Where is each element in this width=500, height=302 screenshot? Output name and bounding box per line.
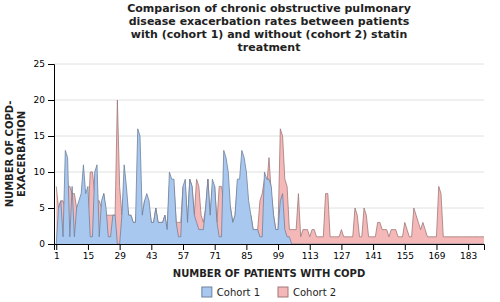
- y-tick-label: 10: [34, 167, 46, 177]
- legend-label: Cohort 2: [293, 287, 336, 298]
- legend-swatch: [202, 287, 212, 297]
- x-tick-mark: [341, 244, 342, 250]
- x-tick-label: 71: [209, 251, 220, 261]
- x-tick: 71: [209, 244, 220, 261]
- x-tick-label: 29: [114, 251, 126, 261]
- y-tick-mark: [48, 208, 54, 209]
- x-tick-mark: [278, 244, 279, 250]
- grid-line: [54, 64, 484, 65]
- x-tick-label: 113: [302, 251, 319, 261]
- x-tick-label: 155: [397, 251, 414, 261]
- x-tick: 169: [428, 244, 445, 261]
- x-tick-mark: [436, 244, 437, 250]
- x-tick: 85: [241, 244, 252, 261]
- y-tick-mark: [48, 136, 54, 137]
- x-tick: 155: [397, 244, 414, 261]
- legend: Cohort 1 Cohort 2: [202, 287, 336, 298]
- legend-label: Cohort 1: [217, 287, 260, 298]
- x-tick-label: 43: [146, 251, 157, 261]
- y-axis-title: NUMBER OF COPD-EXACERBATION: [4, 101, 27, 208]
- x-tick-mark: [246, 244, 247, 250]
- x-tick: 113: [302, 244, 319, 261]
- y-tick-label: 5: [39, 203, 45, 213]
- x-tick-mark: [151, 244, 152, 250]
- x-tick-mark: [120, 244, 121, 250]
- y-tick-label: 0: [39, 239, 45, 249]
- x-tick-mark: [215, 244, 216, 250]
- y-tick-label: 20: [34, 95, 46, 105]
- x-tick-label: 57: [178, 251, 189, 261]
- chart: 1 15 29 43 57 71 85 99 113 127 141 155 169 183 0 5 10 15 2…: [0, 0, 500, 302]
- x-tick-mark: [183, 244, 184, 250]
- title: Comparison of chronic obstructive pulmon…: [127, 2, 411, 54]
- y-tick-mark: [48, 244, 54, 245]
- x-axis: 1 15 29 43 57 71 85 99 113 127 141 155 169 183: [54, 244, 485, 261]
- x-tick-mark: [56, 244, 57, 250]
- x-tick-label: 99: [273, 251, 285, 261]
- y-tick: 10: [34, 167, 54, 177]
- area-edge: [56, 129, 484, 244]
- legend-item: Cohort 1: [202, 287, 260, 298]
- x-tick-label: 141: [365, 251, 382, 261]
- x-tick-mark: [373, 244, 374, 250]
- x-tick: 183: [460, 244, 477, 261]
- x-tick: 127: [333, 244, 350, 261]
- plot-area: [56, 100, 484, 244]
- x-tick: 15: [83, 244, 94, 261]
- y-axis-line: [48, 65, 55, 245]
- x-tick-label: 85: [241, 251, 252, 261]
- x-tick-mark: [310, 244, 311, 250]
- area: [56, 129, 484, 244]
- x-tick: 99: [273, 244, 285, 261]
- y-tick-label: 25: [34, 59, 45, 69]
- series: [56, 129, 484, 244]
- x-tick-label: 183: [460, 251, 477, 261]
- x-tick-label: 1: [54, 251, 60, 261]
- grid: [54, 64, 484, 244]
- x-tick: 57: [178, 244, 189, 261]
- legend-item: Cohort 2: [278, 287, 336, 298]
- area: [56, 100, 484, 244]
- y-tick: 5: [39, 203, 54, 213]
- x-tick: 43: [146, 244, 157, 261]
- y-tick: 25: [34, 59, 54, 69]
- x-tick-mark: [405, 244, 406, 250]
- x-tick-label: 15: [83, 251, 94, 261]
- y-tick-label: 15: [34, 131, 45, 141]
- legend-swatch: [278, 287, 288, 297]
- y-tick: 15: [34, 131, 54, 141]
- series: [56, 100, 484, 244]
- x-axis-title: NUMBER OF PATIENTS WITH COPD: [173, 268, 365, 279]
- y-tick-mark: [48, 172, 54, 173]
- x-tick: 29: [114, 244, 126, 261]
- x-tick-mark: [88, 244, 89, 250]
- y-tick: 20: [34, 95, 54, 105]
- x-axis-line: [55, 245, 485, 251]
- y-tick: 0: [39, 239, 54, 249]
- x-tick-label: 127: [333, 251, 350, 261]
- x-tick-mark: [468, 244, 469, 250]
- x-tick: 141: [365, 244, 382, 261]
- y-tick-mark: [48, 100, 54, 101]
- x-tick-label: 169: [428, 251, 445, 261]
- y-axis: 0 5 10 15 20 25: [34, 59, 55, 249]
- grid-line: [54, 100, 484, 101]
- x-tick: 1: [54, 244, 60, 261]
- y-tick-mark: [48, 64, 54, 65]
